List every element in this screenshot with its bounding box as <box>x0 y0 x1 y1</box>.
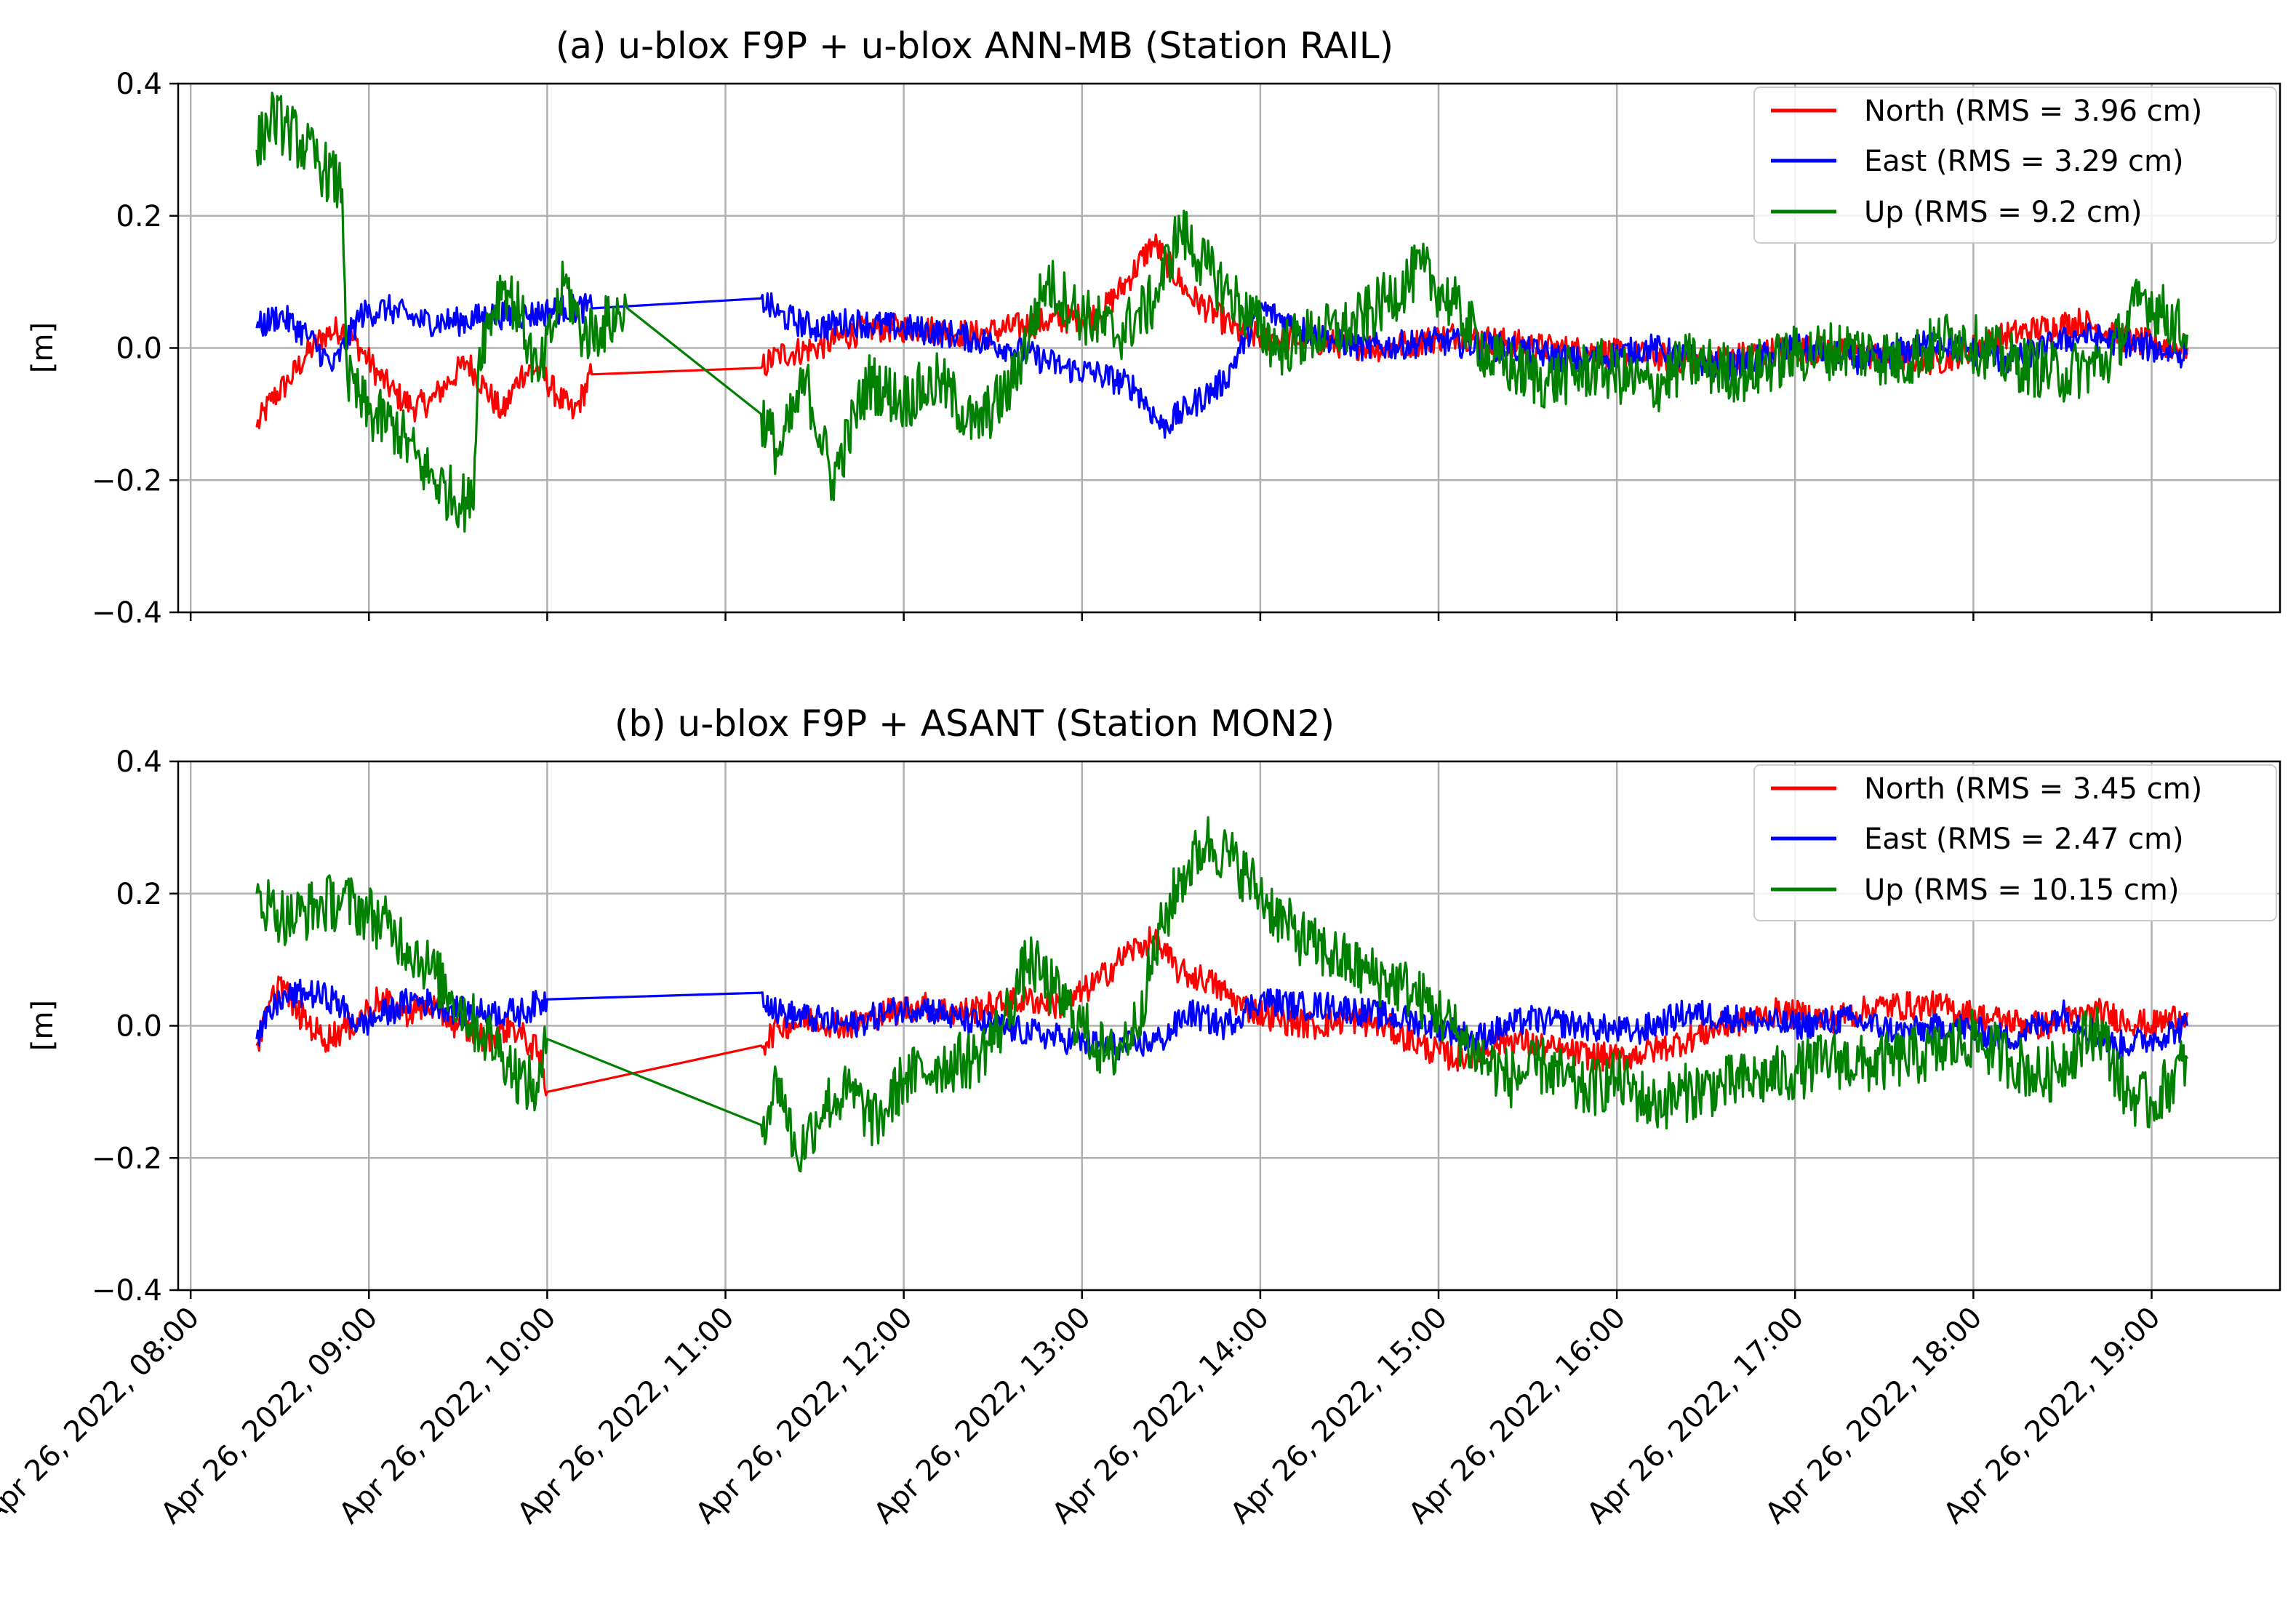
panel-b: (b) u-blox F9P + ASANT (Station MON2) [m… <box>0 703 2281 1531</box>
panel-a-ytick-label: 0.0 <box>116 332 162 366</box>
panel-a-series-up <box>255 92 2189 533</box>
panel-b-ytick-label: −0.4 <box>92 1274 162 1308</box>
panel-b-series-up <box>255 816 2188 1173</box>
panel-a-frame <box>177 82 2281 614</box>
panel-b-legend-box <box>1753 764 2277 921</box>
panel-a-ylabel: [m] <box>26 322 60 373</box>
panel-a-ticks: −0.4 −0.2 0.0 0.2 0.4 <box>92 68 2153 630</box>
panel-b-title: (b) u-blox F9P + ASANT (Station MON2) <box>615 703 1335 745</box>
panel-a-legend-east-label: East (RMS = 3.29 cm) <box>1864 145 2184 178</box>
panel-a-ytick-label: −0.4 <box>92 596 162 630</box>
panel-a-ytick-label: 0.2 <box>116 200 162 233</box>
panel-a-legend-north-label: North (RMS = 3.96 cm) <box>1864 95 2202 128</box>
panel-a-legend-up-label: Up (RMS = 9.2 cm) <box>1864 196 2143 229</box>
panel-b-frame <box>177 760 2281 1292</box>
panel-b-series-east <box>255 978 2189 1061</box>
panel-b-legend-north-label: North (RMS = 3.45 cm) <box>1864 772 2202 806</box>
panel-a: (a) u-blox F9P + u-blox ANN-MB (Station … <box>26 25 2281 630</box>
panel-a-ytick-label: −0.2 <box>92 464 162 497</box>
panel-a-legend: North (RMS = 3.96 cm) East (RMS = 3.29 c… <box>1753 87 2277 244</box>
panel-b-ytick-label: −0.2 <box>92 1142 162 1175</box>
panel-b-ylabel: [m] <box>26 1000 60 1051</box>
panel-a-series <box>255 92 2189 533</box>
panel-b-ytick-label: 0.2 <box>116 878 162 911</box>
panel-b-ytick-label: 0.4 <box>116 745 162 779</box>
panel-b-legend-east-label: East (RMS = 2.47 cm) <box>1864 822 2184 856</box>
panel-b-ytick-label: 0.0 <box>116 1010 162 1044</box>
panel-b-ticks: −0.4 −0.2 0.0 0.2 0.4 <box>92 745 2153 1308</box>
panel-b-legend: North (RMS = 3.45 cm) East (RMS = 2.47 c… <box>1753 764 2277 921</box>
panel-b-series <box>255 816 2189 1173</box>
panel-b-legend-up-label: Up (RMS = 10.15 cm) <box>1864 873 2179 907</box>
panel-a-title: (a) u-blox F9P + u-blox ANN-MB (Station … <box>556 25 1393 67</box>
panel-a-ytick-label: 0.4 <box>116 68 162 101</box>
panel-a-legend-box <box>1753 87 2277 244</box>
